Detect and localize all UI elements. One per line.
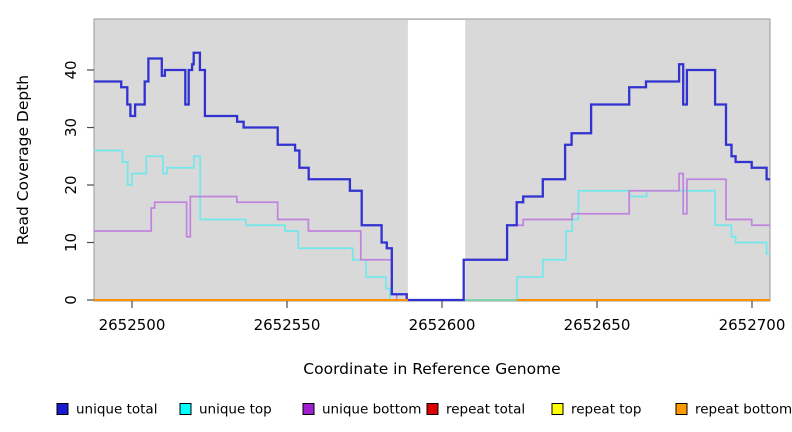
y-tick-label: 20 (62, 175, 80, 194)
legend-item-label: unique total (76, 402, 157, 418)
legend-swatch (426, 403, 439, 415)
x-tick-label: 2652650 (564, 316, 631, 334)
y-axis-title: Read Coverage Depth (14, 75, 32, 245)
axes-layer: 2652500 2652550 2652600 2652650 2652700 0 10 20… (62, 60, 785, 334)
series-layer (93, 51, 770, 302)
y-tick-label: 10 (62, 233, 80, 252)
legend-item-label: unique bottom (322, 402, 421, 418)
legend-swatch (179, 403, 192, 415)
series-line-unique-total (93, 51, 770, 302)
legend-item-unique-top: unique top (179, 402, 272, 418)
legend-item-label: unique top (199, 402, 272, 418)
legend-swatch (675, 403, 688, 415)
y-tick-label: 40 (62, 60, 80, 79)
legend-item-repeat-total: repeat total (426, 402, 525, 418)
legend-item-repeat-bottom: repeat bottom (675, 402, 792, 418)
legend-swatch (551, 403, 564, 415)
legend: unique total unique top unique bottom repea… (56, 402, 792, 418)
x-tick-label: 2652550 (254, 316, 321, 334)
legend-swatch (56, 403, 69, 415)
x-axis-title: Coordinate in Reference Genome (303, 360, 560, 378)
legend-item-repeat-top: repeat top (551, 402, 641, 418)
legend-swatch (302, 403, 315, 415)
legend-item-unique-bottom: unique bottom (302, 402, 421, 418)
legend-item-label: repeat top (571, 402, 641, 418)
legend-item-unique-total: unique total (56, 402, 157, 418)
masked-region (407, 20, 466, 301)
x-tick-label: 2652500 (99, 316, 166, 334)
y-tick-label: 0 (62, 295, 80, 305)
x-tick-label: 2652600 (409, 316, 476, 334)
plot-panel-layer (93, 18, 771, 302)
x-tick-label: 2652700 (719, 316, 786, 334)
legend-item-label: repeat bottom (695, 402, 792, 418)
legend-item-label: repeat total (446, 402, 525, 418)
y-tick-label: 30 (62, 118, 80, 137)
